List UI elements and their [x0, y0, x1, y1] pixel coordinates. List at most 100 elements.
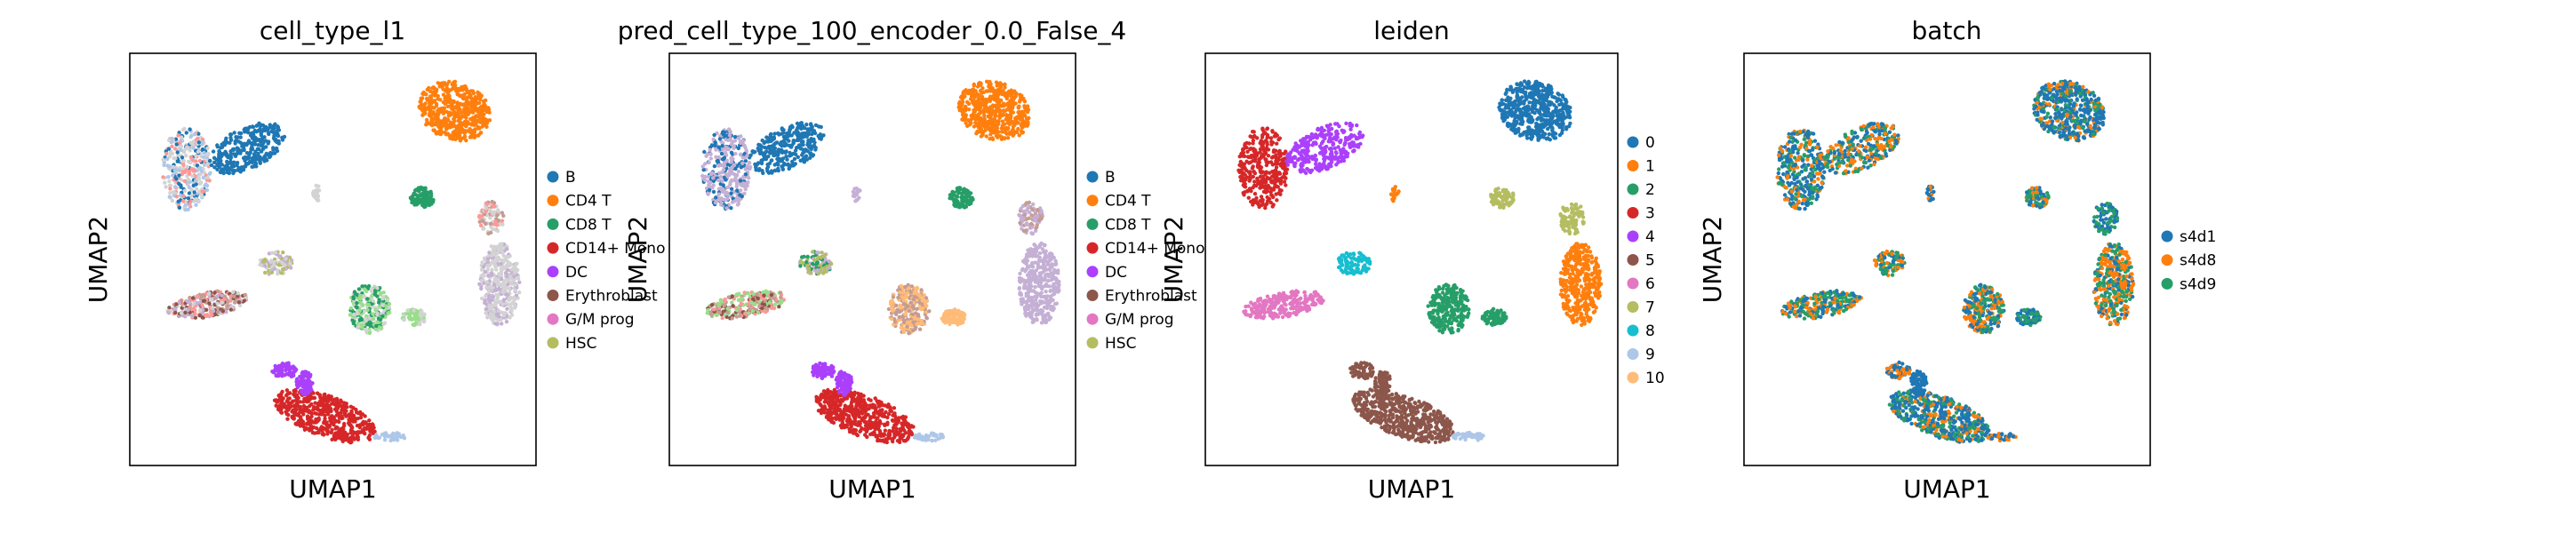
- data-point: [1006, 117, 1012, 122]
- data-point: [357, 308, 363, 313]
- data-point: [468, 96, 473, 100]
- data-point: [184, 154, 188, 158]
- data-point: [1035, 295, 1039, 299]
- data-point: [746, 180, 750, 185]
- cluster-blob_9: [348, 283, 392, 336]
- data-point: [372, 289, 378, 293]
- data-point: [495, 213, 500, 218]
- data-point: [220, 300, 224, 305]
- data-point: [1007, 131, 1012, 136]
- data-point: [295, 400, 300, 404]
- data-point: [449, 123, 454, 127]
- data-point: [238, 131, 244, 136]
- legend-marker: [547, 337, 559, 349]
- data-point: [185, 298, 189, 304]
- data-point: [479, 286, 484, 291]
- data-point: [445, 104, 451, 109]
- data-point: [293, 394, 298, 398]
- data-point: [490, 267, 494, 272]
- data-point: [179, 147, 183, 153]
- data-point: [373, 307, 378, 313]
- data-point: [220, 293, 224, 298]
- data-point: [1017, 286, 1022, 291]
- data-point: [457, 102, 461, 107]
- data-point: [1038, 211, 1044, 215]
- data-point: [703, 162, 708, 166]
- data-point: [729, 187, 734, 191]
- data-point: [258, 262, 262, 267]
- data-point: [740, 161, 745, 165]
- data-point: [348, 417, 353, 421]
- data-point: [996, 83, 1001, 87]
- data-point: [707, 160, 711, 165]
- data-point: [359, 322, 364, 327]
- data-point: [1028, 251, 1033, 256]
- data-point: [352, 312, 356, 317]
- data-point: [321, 410, 325, 415]
- data-point: [1042, 314, 1046, 319]
- data-point: [506, 267, 510, 273]
- data-point: [951, 190, 956, 195]
- data-point: [215, 301, 220, 306]
- data-point: [172, 306, 177, 311]
- data-point: [198, 171, 203, 177]
- data-point: [306, 371, 311, 376]
- data-point: [345, 432, 349, 437]
- data-point: [730, 200, 735, 204]
- data-point: [428, 95, 434, 99]
- data-point: [484, 294, 488, 298]
- data-point: [396, 431, 400, 435]
- data-point: [168, 183, 173, 188]
- data-point: [781, 131, 786, 135]
- data-point: [272, 151, 277, 155]
- data-point: [226, 304, 230, 308]
- data-point: [256, 143, 260, 147]
- data-point: [179, 145, 183, 150]
- data-point: [192, 190, 196, 195]
- data-point: [268, 150, 273, 155]
- data-point: [466, 122, 470, 126]
- data-point: [791, 163, 796, 168]
- data-point: [795, 138, 799, 143]
- data-point: [370, 289, 374, 294]
- data-point: [175, 159, 180, 163]
- data-point: [948, 196, 952, 201]
- data-point: [728, 182, 732, 187]
- data-point: [162, 163, 166, 168]
- data-point: [284, 363, 288, 369]
- data-point: [1028, 311, 1032, 315]
- data-point: [496, 308, 501, 313]
- data-point: [1022, 258, 1028, 262]
- data-point: [179, 185, 183, 189]
- data-point: [1035, 291, 1040, 296]
- data-point: [466, 90, 470, 95]
- data-point: [428, 108, 433, 113]
- data-point: [1030, 320, 1036, 324]
- data-point: [452, 109, 457, 115]
- data-point: [360, 303, 365, 307]
- data-point: [444, 127, 449, 131]
- data-point: [716, 163, 721, 168]
- data-point: [1009, 114, 1013, 118]
- data-point: [1052, 292, 1056, 297]
- data-point: [1031, 289, 1036, 293]
- cluster-blob_4: [948, 186, 975, 210]
- data-point: [211, 306, 215, 310]
- data-point: [739, 188, 743, 193]
- data-point: [330, 402, 334, 406]
- data-point: [271, 147, 276, 152]
- data-point: [452, 123, 457, 129]
- data-point: [708, 156, 713, 161]
- data-point: [973, 89, 978, 93]
- data-point: [780, 167, 785, 171]
- data-point: [458, 121, 462, 125]
- data-point: [281, 396, 285, 401]
- data-point: [495, 322, 500, 326]
- data-point: [209, 163, 214, 168]
- data-point: [291, 416, 295, 420]
- data-point: [765, 164, 771, 169]
- data-point: [478, 116, 483, 121]
- data-point: [718, 175, 724, 179]
- data-point: [708, 180, 713, 185]
- data-point: [504, 320, 509, 324]
